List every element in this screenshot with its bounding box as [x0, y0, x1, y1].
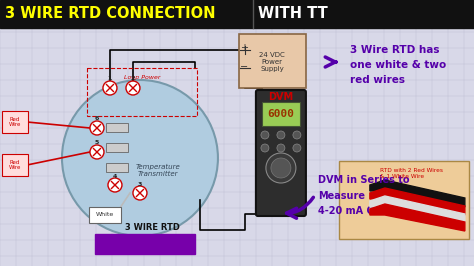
Bar — [106, 163, 128, 172]
Circle shape — [271, 158, 291, 178]
Bar — [262, 102, 300, 126]
Text: 3 WIRE RTD CONNECTION: 3 WIRE RTD CONNECTION — [5, 6, 216, 22]
Circle shape — [90, 145, 104, 159]
Circle shape — [108, 178, 122, 192]
FancyBboxPatch shape — [89, 207, 121, 223]
Text: 24 VDC
Power
Supply: 24 VDC Power Supply — [259, 52, 285, 72]
Circle shape — [293, 131, 301, 139]
FancyBboxPatch shape — [339, 161, 469, 239]
Circle shape — [293, 144, 301, 152]
Text: Red
Wire: Red Wire — [9, 160, 21, 171]
FancyBboxPatch shape — [2, 154, 28, 176]
Text: 1: 1 — [108, 77, 112, 81]
Circle shape — [62, 80, 218, 236]
Text: 3 Wire RTD has
one white & two
red wires: 3 Wire RTD has one white & two red wires — [350, 45, 446, 85]
Bar — [0, 0, 474, 28]
Polygon shape — [370, 204, 465, 231]
Text: Red
Wire: Red Wire — [9, 117, 21, 127]
Circle shape — [126, 81, 140, 95]
FancyBboxPatch shape — [256, 90, 306, 216]
Text: −: − — [240, 62, 248, 72]
Text: 3: 3 — [138, 181, 142, 186]
Text: WITH TT: WITH TT — [258, 6, 328, 22]
Text: RTD with 2 Red Wires
& 1 White Wire: RTD with 2 Red Wires & 1 White Wire — [380, 168, 443, 179]
FancyBboxPatch shape — [239, 34, 306, 88]
Text: Loop Power: Loop Power — [124, 76, 160, 81]
Bar — [106, 123, 128, 132]
Circle shape — [277, 144, 285, 152]
Polygon shape — [370, 180, 465, 207]
Bar — [95, 234, 195, 254]
Circle shape — [261, 144, 269, 152]
Text: 6: 6 — [95, 117, 99, 122]
Text: 2: 2 — [131, 77, 135, 81]
Text: 3 WIRE RTD: 3 WIRE RTD — [125, 223, 179, 232]
Circle shape — [90, 121, 104, 135]
Text: Temperature
Transmitter: Temperature Transmitter — [136, 163, 180, 177]
Polygon shape — [370, 196, 465, 223]
Text: +: + — [240, 43, 248, 53]
Text: White: White — [96, 213, 114, 218]
Text: 4: 4 — [113, 173, 117, 178]
Polygon shape — [370, 188, 465, 215]
Circle shape — [103, 81, 117, 95]
FancyBboxPatch shape — [2, 111, 28, 133]
Bar — [106, 143, 128, 152]
Circle shape — [277, 131, 285, 139]
Text: DVM in Series to
Measure
4-20 mA O/P: DVM in Series to Measure 4-20 mA O/P — [318, 175, 410, 216]
Text: DVM: DVM — [268, 92, 293, 102]
Circle shape — [133, 186, 147, 200]
Text: 5: 5 — [95, 140, 99, 146]
Text: 6000: 6000 — [267, 109, 294, 119]
Circle shape — [261, 131, 269, 139]
Circle shape — [266, 153, 296, 183]
